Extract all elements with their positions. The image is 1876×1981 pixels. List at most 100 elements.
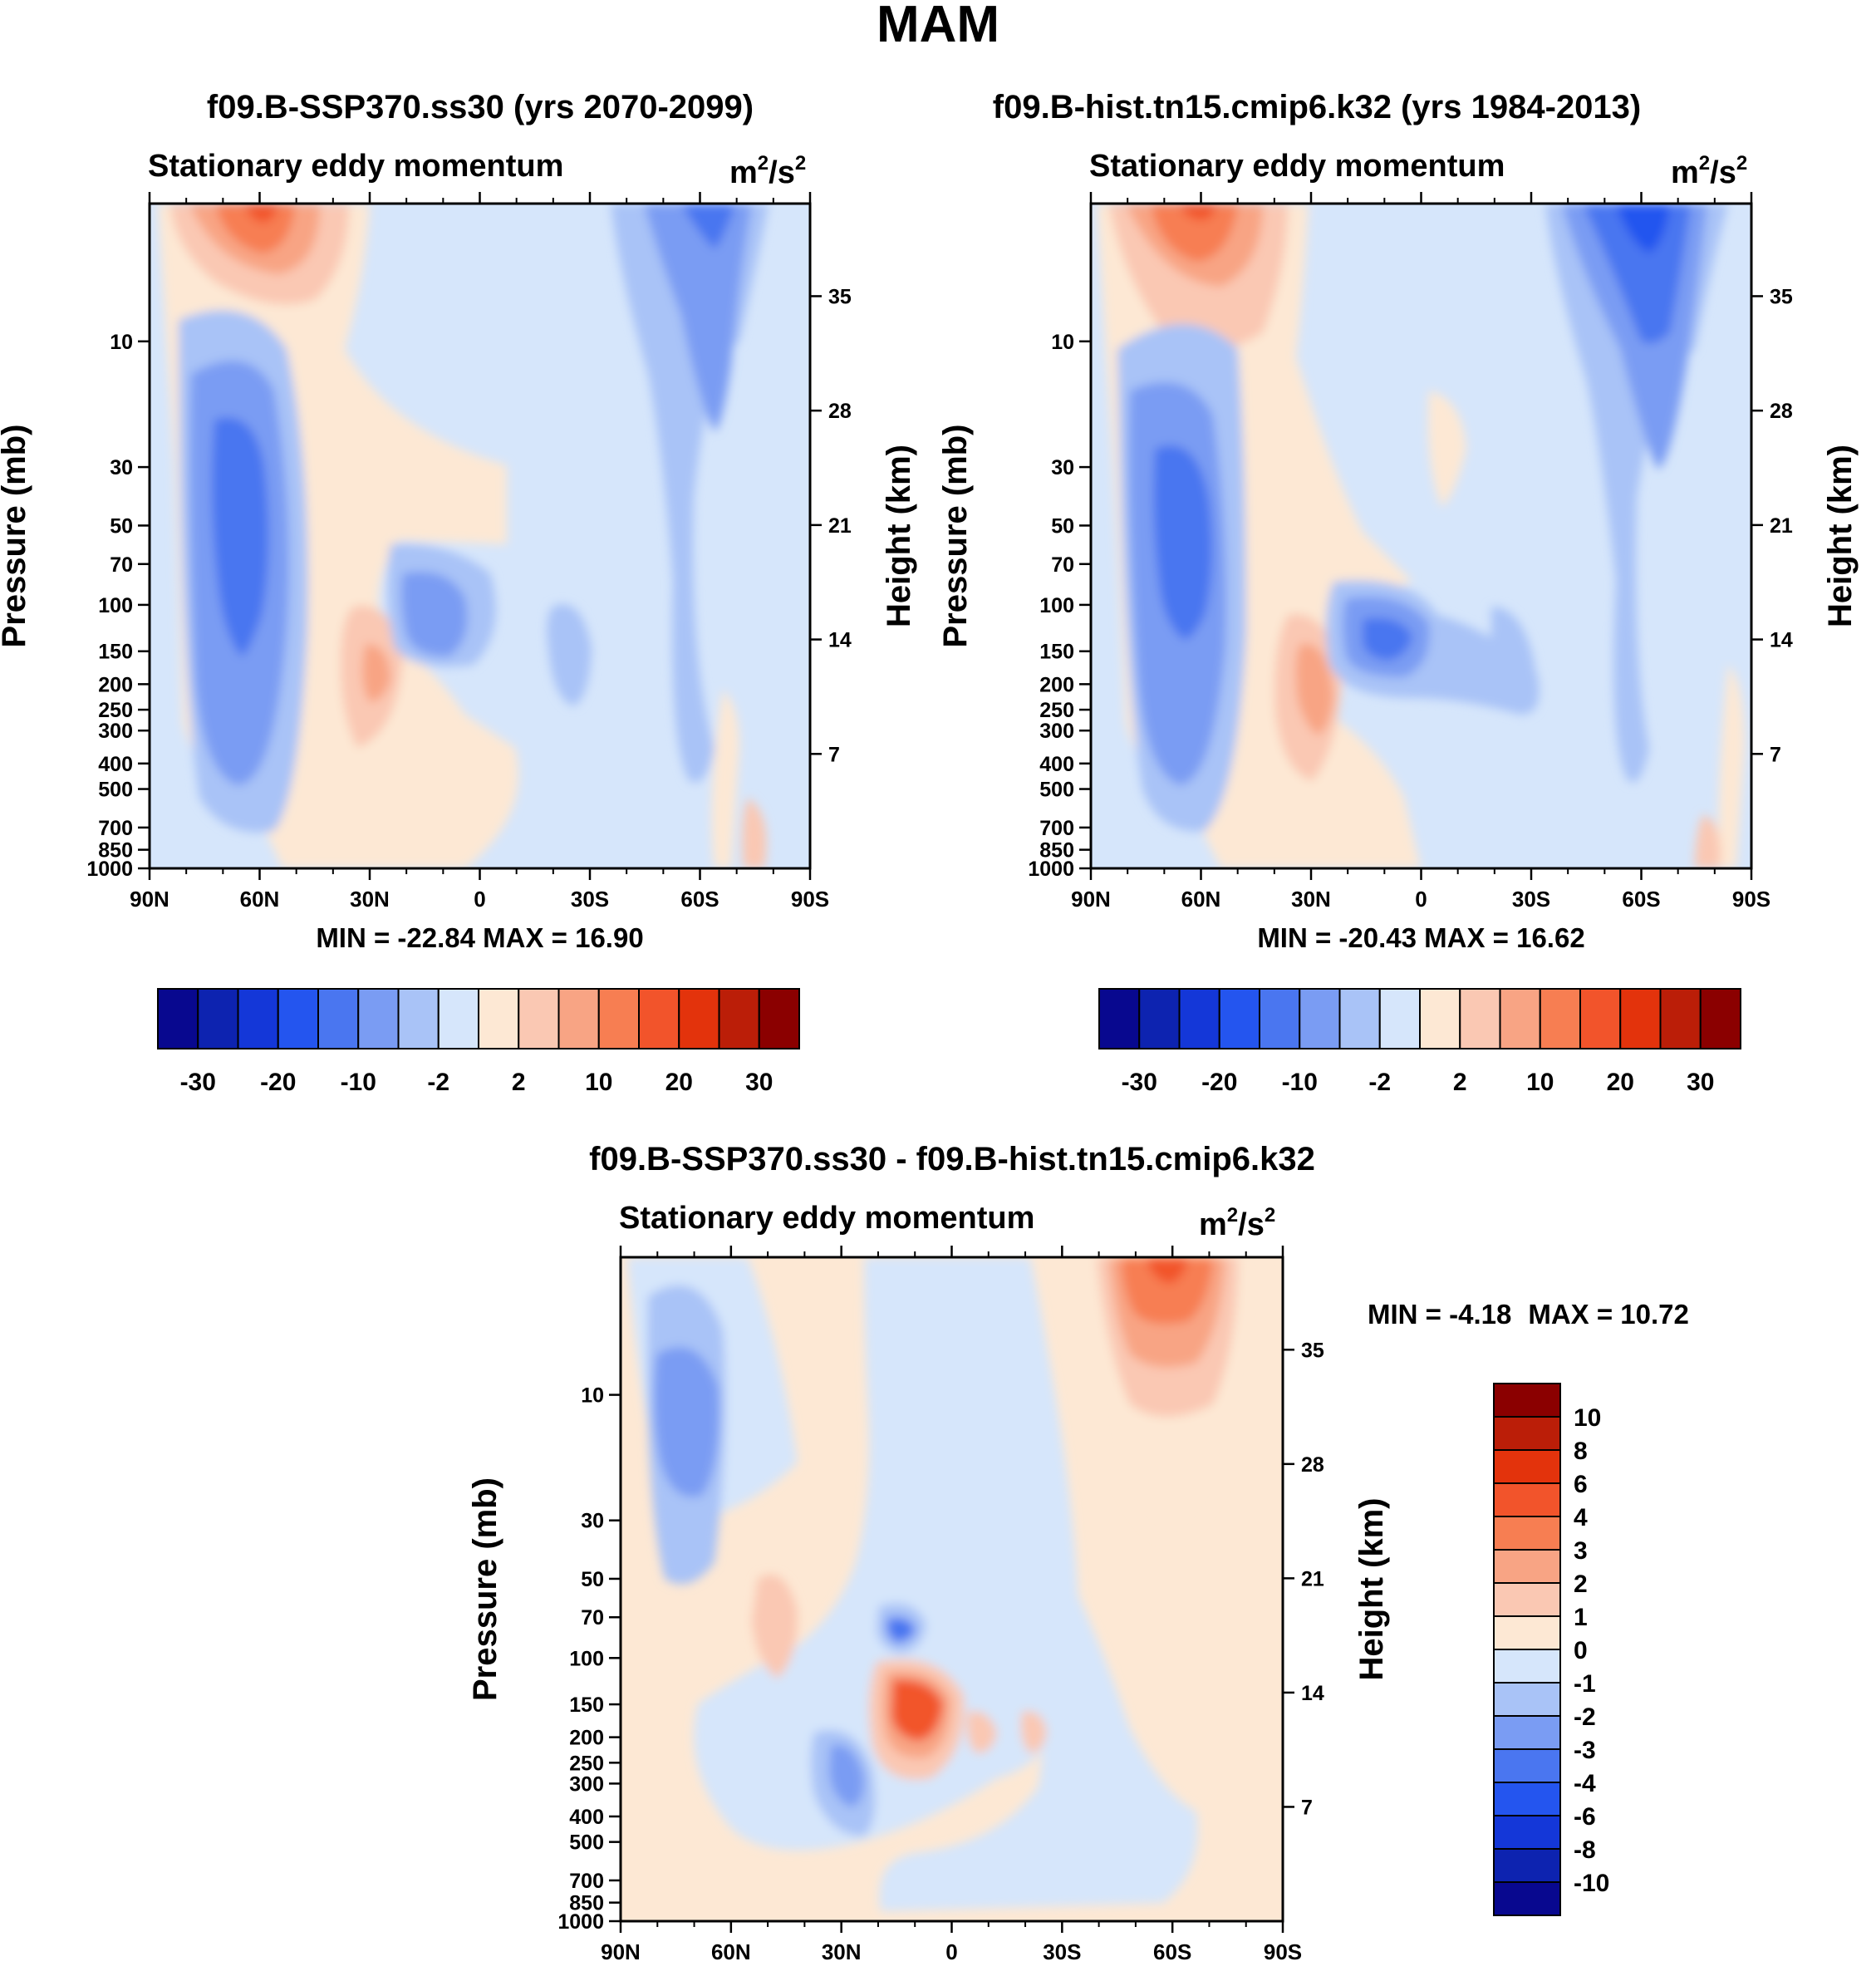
field-label: Stationary eddy momentum xyxy=(1089,149,1505,184)
colorbar-swatch xyxy=(1539,988,1581,1049)
y-axis-label: Pressure (mb) xyxy=(937,425,974,648)
colorbar-swatch xyxy=(518,988,560,1049)
min-max-label: MIN = -20.43 MAX = 16.62 xyxy=(1257,922,1584,953)
pos-region xyxy=(1718,665,1745,868)
colorbar-swatch xyxy=(557,988,600,1049)
panel-ssp370: f09.B-SSP370.ss30 (yrs 2070-2099) Statio… xyxy=(148,89,812,870)
x-tick-label: 90N xyxy=(1071,887,1111,912)
pos-region xyxy=(1295,643,1333,735)
colorbar-swatch xyxy=(437,988,479,1049)
y-tick-label: 700 xyxy=(1039,817,1074,840)
neg-region xyxy=(1153,445,1212,640)
colorbar-label: -10 xyxy=(341,1069,376,1096)
y-tick-label: 200 xyxy=(98,673,133,696)
colorbar-label: 3 xyxy=(1574,1537,1588,1565)
neg-region xyxy=(1616,204,1670,253)
y2-tick-label: 21 xyxy=(1770,514,1793,538)
pos-region xyxy=(711,690,739,868)
colorbar-swatch xyxy=(1493,1715,1561,1750)
field-label: Stationary eddy momentum xyxy=(619,1201,1034,1236)
y-tick-label: 50 xyxy=(581,1568,604,1591)
pos-region xyxy=(966,1711,997,1753)
x-tick-label: 60N xyxy=(711,1939,751,1964)
colorbar-label: 8 xyxy=(1574,1438,1588,1465)
colorbar-swatch xyxy=(1699,988,1741,1049)
colorbar-swatch xyxy=(718,988,760,1049)
colorbar-label: -8 xyxy=(1574,1836,1596,1864)
y2-tick-label: 14 xyxy=(828,629,852,652)
colorbar-label: 0 xyxy=(1574,1637,1588,1664)
y-tick-label: 100 xyxy=(569,1647,604,1670)
y-tick-label: 700 xyxy=(98,817,133,840)
y-tick-label: 200 xyxy=(569,1727,604,1750)
colorbar-label: -30 xyxy=(180,1069,216,1096)
neg-region xyxy=(681,204,735,249)
neg-region xyxy=(211,417,269,656)
colorbar-swatch xyxy=(197,988,239,1049)
colorbar-swatch xyxy=(1098,988,1141,1049)
colorbar-swatch xyxy=(1499,988,1541,1049)
neg-region xyxy=(886,1617,916,1643)
neg-region xyxy=(401,572,468,656)
colorbar-swatch xyxy=(1493,1549,1561,1584)
y-tick-label: 70 xyxy=(110,553,133,577)
pos-region xyxy=(245,204,278,223)
colorbar-swatch xyxy=(1338,988,1381,1049)
neg-region xyxy=(547,604,592,706)
x-tick-label: 60S xyxy=(1153,1939,1191,1964)
colorbar-swatch xyxy=(1493,1782,1561,1816)
colorbar-swatch xyxy=(1178,988,1220,1049)
y-tick-label: 500 xyxy=(1039,779,1074,802)
colorbar-label: -10 xyxy=(1574,1870,1609,1897)
x-tick-label: 90N xyxy=(601,1939,641,1964)
colorbar-layer: -30 -20 -10 -2 2 10 20 30 -30 -20 -10 -2 2 10 20 301086… xyxy=(157,988,1741,1916)
x-tick-label: 30N xyxy=(822,1939,862,1964)
units-label: m2/s2 xyxy=(1671,152,1747,190)
colorbar-label: 20 xyxy=(665,1069,693,1096)
contour-field xyxy=(150,204,810,868)
pos-region xyxy=(1147,1257,1188,1284)
y-tick-label: 300 xyxy=(569,1772,604,1796)
y-tick-label: 150 xyxy=(98,641,133,664)
colorbar-swatch xyxy=(237,988,279,1049)
colorbar-swatch xyxy=(1493,1848,1561,1883)
x-tick-label: 30N xyxy=(1291,887,1331,912)
colorbar-swatch xyxy=(1579,988,1622,1049)
y-axis-label: Pressure (mb) xyxy=(467,1477,503,1701)
colorbar-label: 10 xyxy=(1574,1404,1601,1432)
x-tick-label: 30N xyxy=(350,887,390,912)
pos-region xyxy=(742,798,767,868)
colorbar-label: -20 xyxy=(260,1069,296,1096)
colorbar-label: 2 xyxy=(1453,1069,1467,1096)
colorbar-label: -30 xyxy=(1122,1069,1157,1096)
y2-tick-label: 28 xyxy=(828,400,852,423)
x-tick-label: 60S xyxy=(1622,887,1660,912)
colorbar-swatch xyxy=(478,988,520,1049)
colorbar-label: -10 xyxy=(1282,1069,1318,1096)
pos-region xyxy=(891,1679,943,1741)
y2-tick-label: 7 xyxy=(1301,1796,1313,1819)
colorbar-label: -2 xyxy=(427,1069,449,1096)
colorbar-swatch xyxy=(1493,1748,1561,1783)
colorbar-label: -2 xyxy=(1368,1069,1391,1096)
y-tick-label: 250 xyxy=(569,1752,604,1775)
y-tick-label: 30 xyxy=(1051,456,1074,479)
main-title: MAM xyxy=(877,0,999,53)
colorbar-swatch xyxy=(1493,1383,1561,1418)
colorbar-swatch xyxy=(638,988,680,1049)
y-tick-label: 850 xyxy=(569,1892,604,1915)
colorbar-label: -6 xyxy=(1574,1803,1596,1831)
pos-region xyxy=(1020,1711,1047,1753)
units-label: m2/s2 xyxy=(1199,1204,1275,1242)
neg-region xyxy=(644,204,752,432)
pos-region xyxy=(1122,1257,1213,1325)
colorbar-swatch xyxy=(1259,988,1301,1049)
panel-title: f09.B-SSP370.ss30 - f09.B-hist.tn15.cmip… xyxy=(589,1141,1315,1177)
pos-region xyxy=(1180,204,1217,220)
colorbar-label: -20 xyxy=(1201,1069,1237,1096)
contour-field xyxy=(621,1257,1283,1921)
neg-region xyxy=(1363,617,1412,661)
y2-axis-label: Height (km) xyxy=(1353,1498,1390,1681)
x-tick-label: 90N xyxy=(130,887,169,912)
x-tick-label: 60N xyxy=(1181,887,1221,912)
